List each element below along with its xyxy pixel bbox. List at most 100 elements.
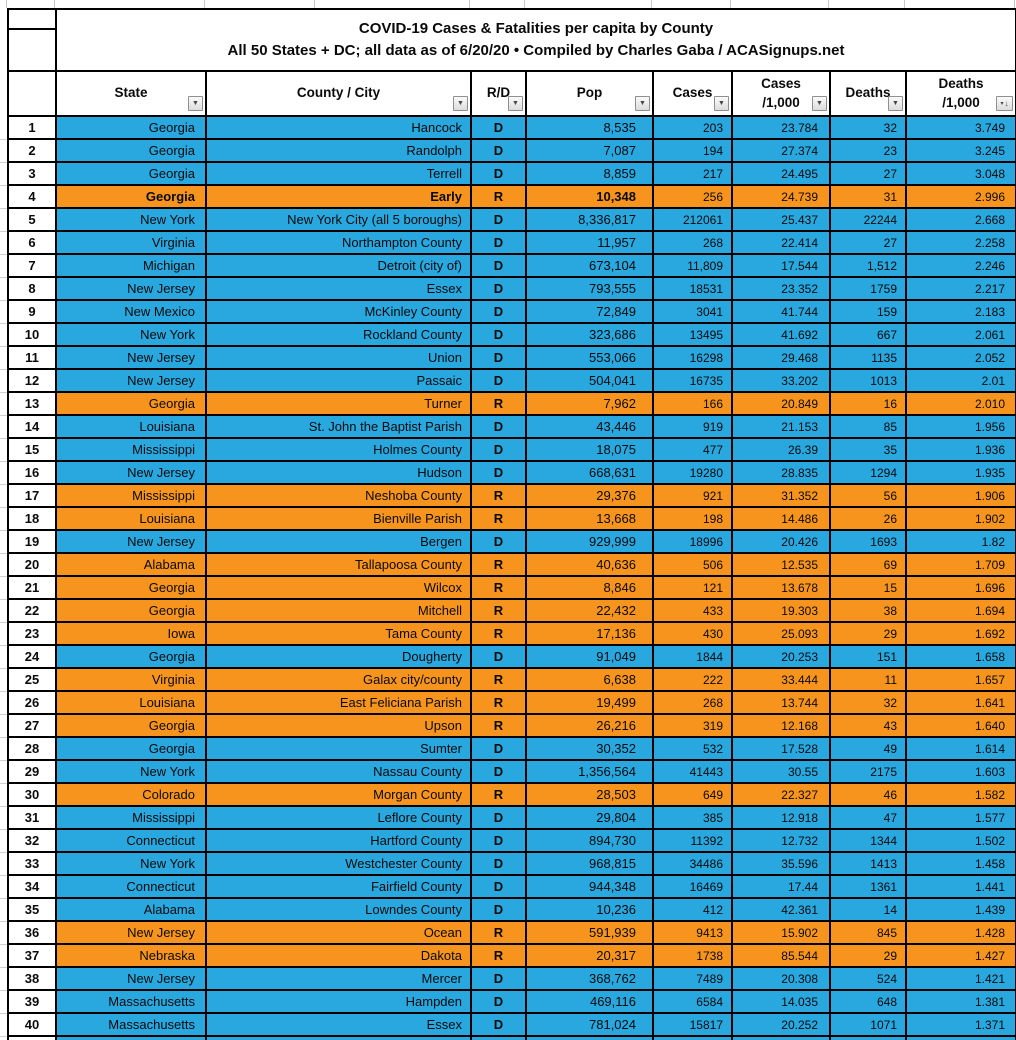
cell-county[interactable]: Early (207, 186, 472, 209)
cell-county[interactable]: Tama County (207, 623, 472, 646)
cell-state[interactable]: Georgia (57, 646, 207, 669)
cell-rd[interactable]: D (472, 278, 527, 301)
cell-state[interactable]: New Jersey (57, 278, 207, 301)
cell-pop[interactable]: 91,049 (527, 646, 654, 669)
cell-county[interactable]: Rockland County (207, 324, 472, 347)
row-number[interactable]: 35 (9, 899, 57, 922)
cell-cases[interactable]: 9413 (654, 922, 733, 945)
cell-pop[interactable]: 591,939 (527, 922, 654, 945)
cell-cases[interactable]: 34486 (654, 853, 733, 876)
cell-rd[interactable]: R (472, 485, 527, 508)
filter-dropdown-icon[interactable]: ▼ (888, 96, 903, 111)
cell-rd[interactable]: D (472, 991, 527, 1014)
cell-rd[interactable]: R (472, 600, 527, 623)
cell-county[interactable]: Mitchell (207, 600, 472, 623)
cell-deaths[interactable]: 27 (831, 232, 907, 255)
cell-deaths_per_1000[interactable]: 1.441 (907, 876, 1016, 899)
cell-state[interactable]: Colorado (57, 784, 207, 807)
cell-state[interactable]: Georgia (57, 140, 207, 163)
cell-deaths[interactable]: 1759 (831, 278, 907, 301)
cell-pop[interactable]: 8,859 (527, 163, 654, 186)
cell-deaths_per_1000[interactable]: 1.641 (907, 692, 1016, 715)
cell-county[interactable]: Nassau County (207, 761, 472, 784)
cell-cases[interactable]: 649 (654, 784, 733, 807)
cell-deaths_per_1000[interactable]: 2.183 (907, 301, 1016, 324)
cell-cases[interactable]: 477 (654, 439, 733, 462)
cell-state[interactable]: Iowa (57, 623, 207, 646)
row-number-header-cell[interactable] (9, 72, 57, 117)
cell-pop[interactable]: 17,136 (527, 623, 654, 646)
cell-county[interactable]: New York City (all 5 boroughs) (207, 209, 472, 232)
row-number[interactable]: 39 (9, 991, 57, 1014)
cell-rd[interactable]: R (472, 669, 527, 692)
cell-pop[interactable]: 22,432 (527, 600, 654, 623)
cell-cases[interactable]: 198 (654, 508, 733, 531)
cell-state[interactable]: Virginia (57, 232, 207, 255)
cell-county[interactable]: Detroit (city of) (207, 255, 472, 278)
cell-state[interactable]: Georgia (57, 715, 207, 738)
cell-deaths[interactable]: 16 (831, 393, 907, 416)
cell-pop[interactable]: 10,236 (527, 899, 654, 922)
cell-state[interactable]: Alabama (57, 899, 207, 922)
cell-deaths[interactable]: 29 (831, 623, 907, 646)
cell-deaths_per_1000[interactable]: 1.428 (907, 922, 1016, 945)
cell-state[interactable]: Louisiana (57, 692, 207, 715)
row-number[interactable]: 16 (9, 462, 57, 485)
row-number[interactable]: 18 (9, 508, 57, 531)
cell-rd[interactable]: R (472, 715, 527, 738)
cell-state[interactable]: New Jersey (57, 531, 207, 554)
cell-cases_per_1000[interactable]: 20.426 (733, 531, 831, 554)
cell-cases[interactable]: 203 (654, 117, 733, 140)
cell-rd[interactable]: R (472, 784, 527, 807)
cell-cases_per_1000[interactable]: 14.486 (733, 508, 831, 531)
cell-cases_per_1000[interactable]: 28.835 (733, 462, 831, 485)
cell-cases_per_1000[interactable]: 19.303 (733, 600, 831, 623)
cell-pop[interactable]: 72,849 (527, 301, 654, 324)
cell-state[interactable]: New York (57, 853, 207, 876)
row-number[interactable]: 10 (9, 324, 57, 347)
cell-cases[interactable]: 506 (654, 554, 733, 577)
cell-rd[interactable]: D (472, 531, 527, 554)
cell-rd[interactable]: D (472, 738, 527, 761)
cell-state[interactable]: Alabama (57, 554, 207, 577)
cell-deaths[interactable]: 1413 (831, 853, 907, 876)
cell-pop[interactable]: 504,041 (527, 370, 654, 393)
cell-pop[interactable]: 968,815 (527, 853, 654, 876)
row-number[interactable]: 25 (9, 669, 57, 692)
cell-rd[interactable]: R (472, 554, 527, 577)
cell-pop[interactable]: 7,087 (527, 140, 654, 163)
row-number[interactable]: 21 (9, 577, 57, 600)
cell-rd[interactable]: D (472, 347, 527, 370)
cell-cases_per_1000[interactable]: 14.035 (733, 991, 831, 1014)
cell-deaths[interactable]: 524 (831, 968, 907, 991)
cell-pop[interactable]: 26,216 (527, 715, 654, 738)
cell-state[interactable]: New Jersey (57, 370, 207, 393)
cell-deaths[interactable]: 11 (831, 669, 907, 692)
cell-cases[interactable]: 13495 (654, 324, 733, 347)
cell-cases_per_1000[interactable]: 21.153 (733, 416, 831, 439)
cell-cases_per_1000[interactable]: 26.39 (733, 439, 831, 462)
filter-dropdown-icon[interactable]: ▼ (635, 96, 650, 111)
cell-rd[interactable]: D (472, 646, 527, 669)
cell-cases[interactable]: 7489 (654, 968, 733, 991)
row-number[interactable]: 24 (9, 646, 57, 669)
cell-deaths[interactable]: 22244 (831, 209, 907, 232)
cell-pop[interactable]: 11,957 (527, 232, 654, 255)
cell-cases[interactable]: 18531 (654, 278, 733, 301)
cell-state[interactable]: Louisiana (57, 508, 207, 531)
cell-pop[interactable]: 29,376 (527, 485, 654, 508)
cell-county[interactable]: Tallapoosa County (207, 554, 472, 577)
cell-rd[interactable]: D (472, 1014, 527, 1037)
cell-pop[interactable]: 7,962 (527, 393, 654, 416)
cell-deaths[interactable]: 151 (831, 646, 907, 669)
cell-cases_per_1000[interactable]: 29.468 (733, 347, 831, 370)
cell-deaths[interactable]: 47 (831, 807, 907, 830)
cell-rd[interactable]: D (472, 876, 527, 899)
cell-state[interactable]: Mississippi (57, 439, 207, 462)
cell-cases_per_1000[interactable]: 23.352 (733, 278, 831, 301)
cell-cases[interactable]: 194 (654, 140, 733, 163)
row-number[interactable]: 9 (9, 301, 57, 324)
cell-rd[interactable]: R (472, 922, 527, 945)
cell-deaths[interactable]: 35 (831, 439, 907, 462)
cell-deaths[interactable]: 43 (831, 715, 907, 738)
